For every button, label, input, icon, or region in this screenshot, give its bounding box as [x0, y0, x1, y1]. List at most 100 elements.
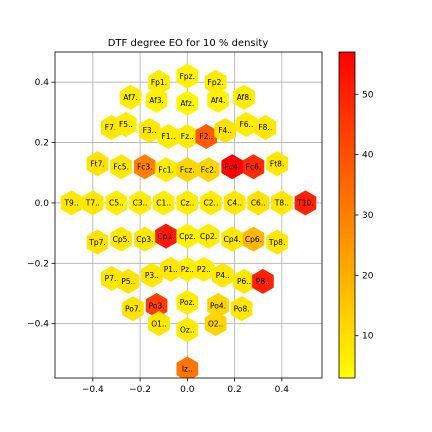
electrode-hexagon: [105, 190, 128, 216]
electrode-hexagon: [133, 226, 156, 252]
electrode-label: P3..: [145, 271, 159, 280]
electrode-hexagon: [176, 63, 199, 89]
electrode-hexagon: [86, 229, 109, 255]
colorbar-tick-label: 40: [362, 151, 374, 161]
electrode-hexagon: [207, 87, 229, 113]
electrode-label: Fpz.: [180, 72, 195, 81]
electrode-label: Po7.: [125, 304, 141, 313]
electrode-hexagon: [176, 223, 199, 249]
electrode-label: Fc5.: [113, 162, 129, 171]
electrode-hexagon: [110, 154, 132, 180]
electrode-label: P1..: [164, 265, 178, 274]
electrode-hexagon: [159, 256, 182, 282]
electrode-label: Poz.: [180, 298, 195, 307]
electrode-label: T10.: [296, 199, 314, 208]
electrode-hexagon: [200, 190, 222, 216]
electrode-hexagon: [176, 356, 199, 378]
electrode-hexagon: [148, 311, 170, 337]
electrode-label: F4..: [218, 126, 232, 135]
electrode-label: F6..: [239, 120, 253, 129]
electrode-label: Af7.: [123, 93, 138, 102]
electrode-hexagons: Fp1. Fpz. Fp2. Af7. Af3. Afz. Af4. Af8. F7.. F5..…: [60, 63, 317, 378]
electrode-hexagon: [129, 190, 151, 216]
electrode-label: C2..: [204, 199, 219, 208]
colorbar: [339, 52, 355, 378]
electrode-hexagon: [193, 256, 215, 282]
electrode-label: P4..: [216, 271, 230, 280]
electrode-hexagon: [119, 84, 142, 110]
electrode-hexagon: [176, 256, 199, 282]
electrode-hexagon: [141, 262, 163, 288]
electrode-hexagon: [133, 154, 156, 180]
electrode-hexagon: [176, 157, 199, 183]
electrode-hexagon: [115, 111, 137, 137]
electrode-label: Ft7.: [90, 159, 104, 168]
electrode-label: C5..: [109, 199, 124, 208]
electrode-label: Fcz.: [180, 165, 195, 174]
electrode-label: Cz..: [180, 199, 194, 208]
electrode-label: Ft8.: [270, 159, 284, 168]
x-tick-label: −0.4: [82, 385, 104, 395]
electrode-hexagon: [233, 84, 255, 110]
electrode-hexagon: [204, 311, 227, 337]
colorbar-tick-label: 20: [362, 271, 374, 281]
electrode-label: Cp1.: [157, 232, 174, 241]
electrode-hexagon: [221, 154, 244, 180]
electrode-label: P6..: [237, 277, 251, 286]
electrode-hexagon: [266, 151, 288, 177]
electrode-label: P2..: [197, 265, 211, 274]
electrode-label: F7..: [105, 123, 119, 132]
electrode-hexagon: [204, 69, 227, 95]
electrode-hexagon: [176, 124, 199, 150]
y-tick-label: −0.4: [27, 320, 49, 330]
electrode-hexagon: [235, 111, 258, 137]
electrode-hexagon: [211, 262, 234, 288]
electrode-label: Fz..: [181, 132, 194, 141]
electrode-hexagon: [221, 226, 244, 252]
y-tick-label: 0.2: [35, 139, 49, 149]
electrode-hexagon: [138, 117, 161, 143]
electrode-hexagon: [86, 151, 109, 177]
electrode-hexagon: [176, 90, 199, 116]
electrode-label: Iz..: [182, 365, 193, 374]
electrode-hexagon: [271, 190, 293, 216]
colorbar-tick-label: 50: [362, 90, 374, 100]
electrode-label: Fc4.: [224, 162, 240, 171]
electrode-hexagon: [223, 190, 246, 216]
electrode-label: F5..: [119, 120, 133, 129]
electrode-hexagon: [230, 296, 253, 322]
electrode-label: O1..: [151, 319, 166, 328]
electrode-label: Po4.: [210, 301, 226, 310]
x-tick-label: 0.2: [227, 385, 241, 395]
electrode-hexagon: [214, 117, 236, 143]
electrode-hexagon: [247, 190, 270, 216]
electrode-label: Af4.: [211, 96, 226, 105]
electrode-label: P7..: [105, 274, 119, 283]
electrode-label: Oz..: [180, 325, 195, 334]
electrode-hexagon: [176, 190, 199, 216]
electrode-label: Pz..: [181, 265, 194, 274]
electrode-hexagon: [100, 265, 123, 291]
electrode-label: Po3.: [149, 301, 165, 310]
electrode-label: Cp2.: [200, 232, 217, 241]
electrode-hexagon: [117, 268, 140, 294]
electrode-label: T7..: [85, 199, 100, 208]
electrode-hexagon: [195, 124, 218, 150]
electrode-label: F8..: [258, 123, 272, 132]
electrode-hexagon: [242, 226, 265, 252]
chart-title: DTF degree EO for 10 % density: [108, 38, 269, 49]
x-tick-label: 0.0: [180, 385, 195, 395]
electrode-label: P5..: [121, 277, 135, 286]
electrode-hexagon: [155, 157, 177, 183]
electrode-label: F3..: [143, 126, 157, 135]
electrode-label: Af3.: [149, 96, 164, 105]
electrode-label: C3..: [133, 199, 148, 208]
electrode-label: O2..: [208, 319, 223, 328]
electrode-label: Afz.: [180, 99, 194, 108]
electrode-label: Fc1.: [158, 165, 174, 174]
electrode-hexagon: [252, 268, 274, 294]
electrode-label: Fp2.: [208, 78, 224, 87]
electrode-hexagon: [145, 293, 168, 319]
electrode-hexagon: [145, 87, 168, 113]
electrode-hexagon: [207, 293, 229, 319]
